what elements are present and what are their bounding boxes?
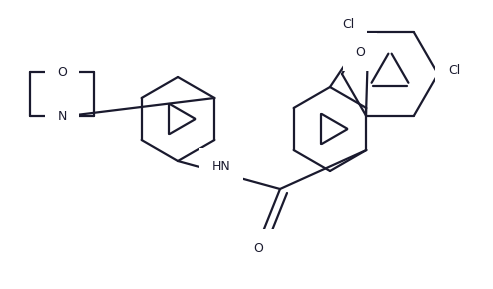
Text: Cl: Cl [342, 18, 354, 31]
Text: N: N [57, 110, 67, 123]
Text: Cl: Cl [448, 64, 460, 77]
Text: HN: HN [211, 160, 230, 173]
Text: O: O [57, 66, 67, 79]
Text: O: O [253, 242, 263, 255]
Text: O: O [355, 45, 365, 58]
